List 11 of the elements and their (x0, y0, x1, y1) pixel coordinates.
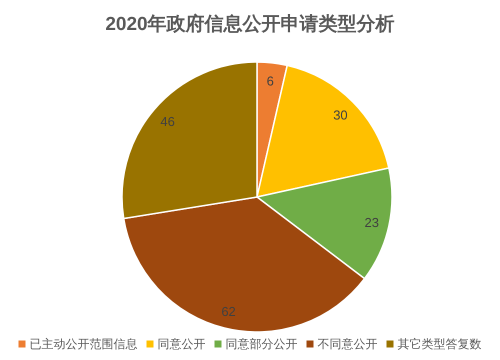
legend-label: 已主动公开范围信息 (30, 337, 138, 351)
data-label: 62 (221, 304, 236, 319)
chart-title: 2020年政府信息公开申请类型分析 (105, 13, 395, 35)
data-label: 23 (364, 215, 379, 230)
data-label: 6 (266, 73, 274, 88)
legend-label: 同意部分公开 (226, 337, 298, 351)
legend-label: 其它类型答复数 (398, 337, 482, 351)
data-label: 46 (160, 114, 175, 129)
legend-label: 同意公开 (158, 337, 206, 351)
data-label: 30 (333, 107, 348, 122)
legend-label: 不同意公开 (318, 337, 378, 351)
